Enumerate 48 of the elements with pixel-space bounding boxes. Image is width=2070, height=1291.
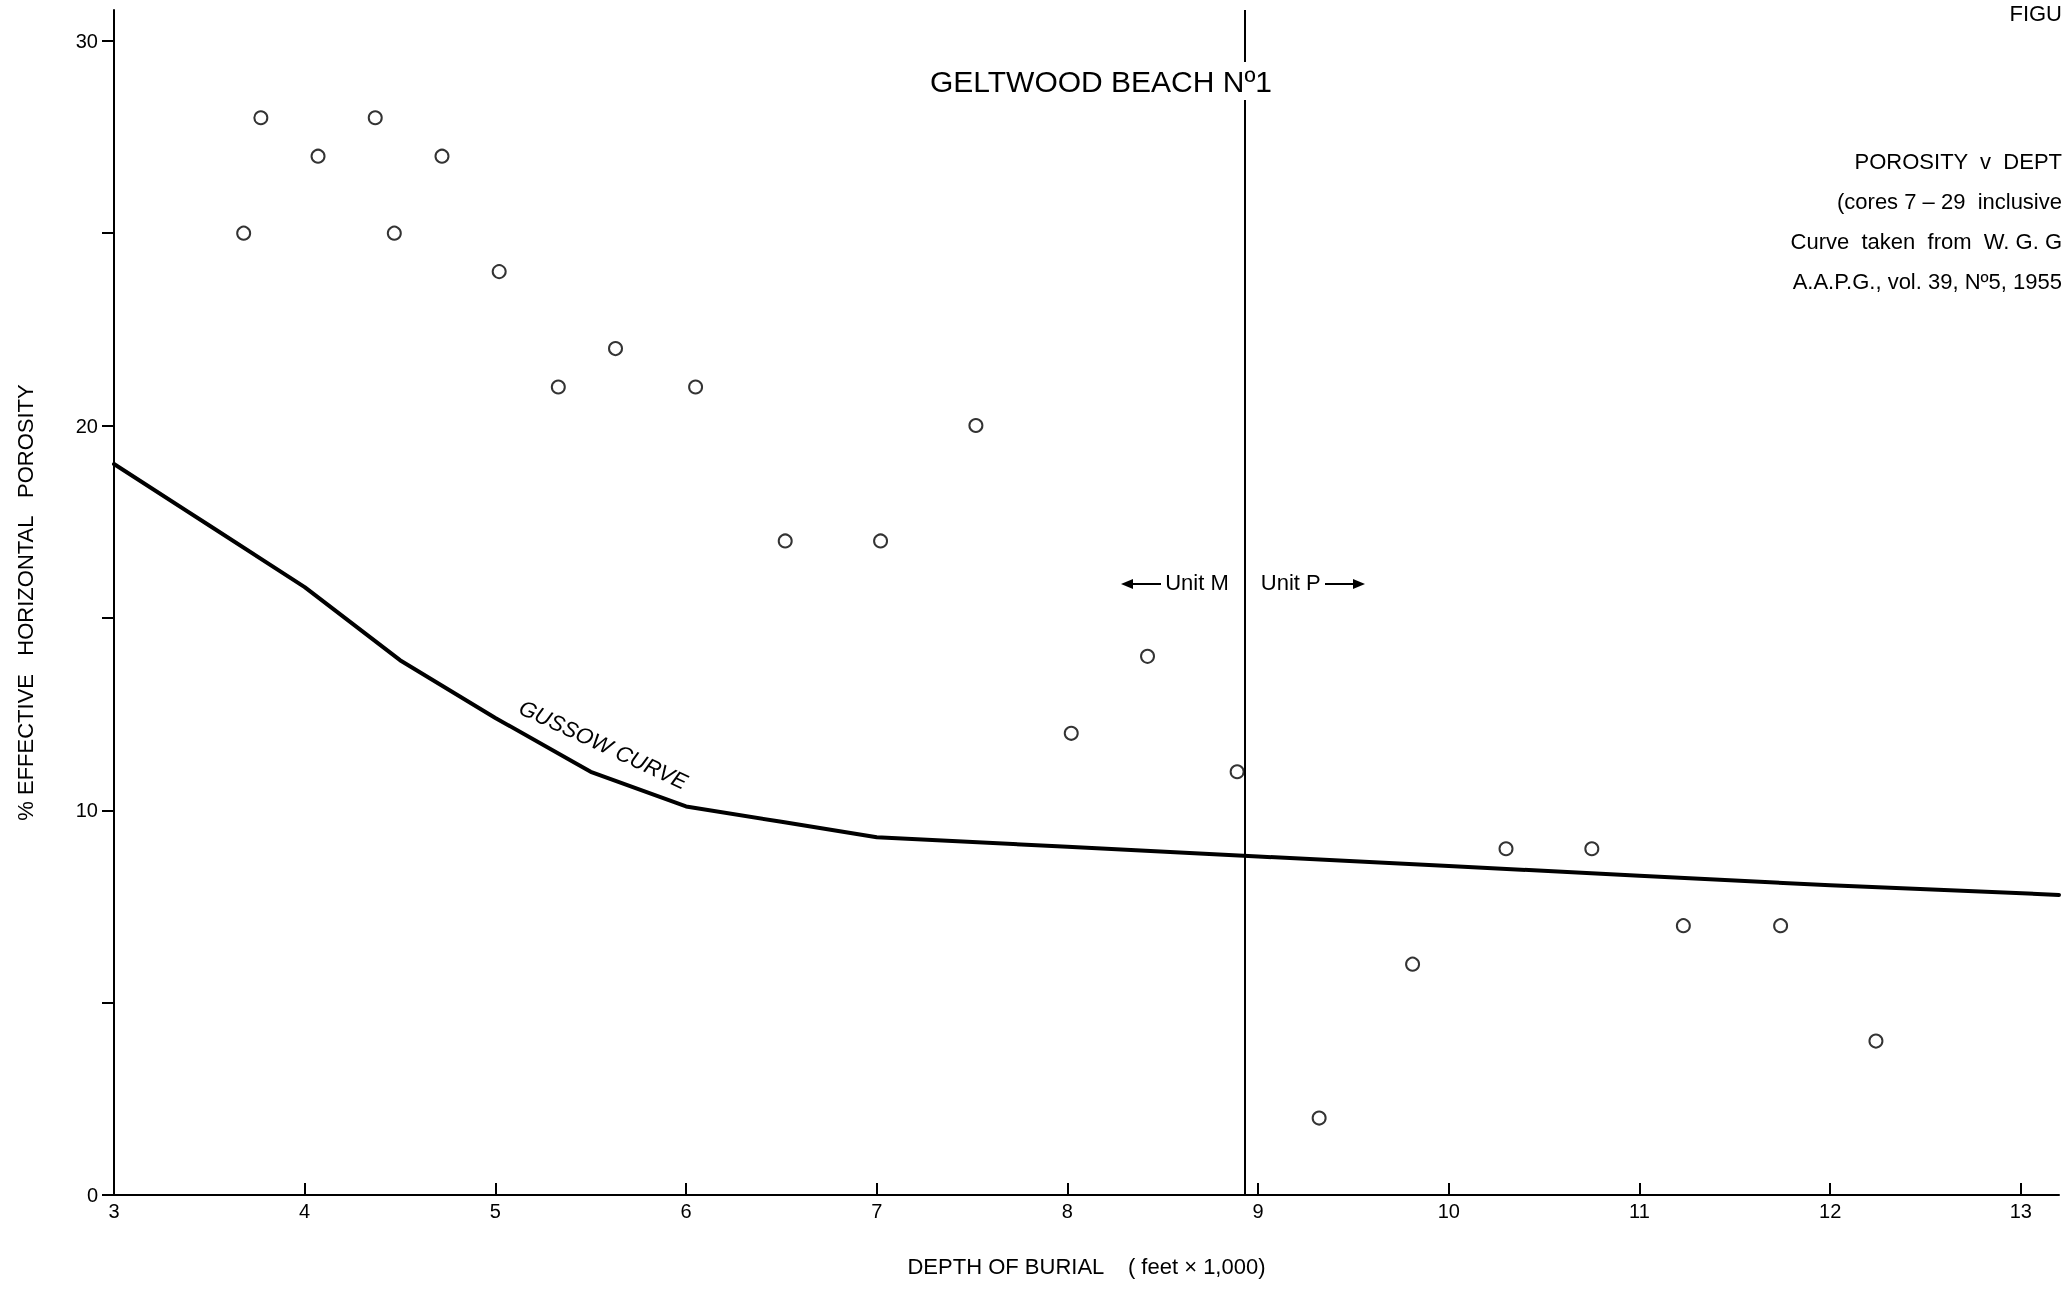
y-tick-label: 10 [75, 799, 98, 822]
point [1311, 1110, 1327, 1126]
annotation: POROSITY v DEPT [1854, 148, 2062, 174]
point [367, 110, 383, 126]
point [1405, 956, 1421, 972]
point [968, 418, 984, 434]
point [688, 379, 704, 395]
x-tick-label: 9 [1252, 1200, 1264, 1222]
y-tick-label: 20 [75, 414, 98, 437]
y-tick-label: 30 [75, 29, 98, 52]
point [310, 148, 326, 164]
point [1773, 918, 1789, 934]
point [1229, 764, 1245, 780]
point [386, 225, 402, 241]
y-tick-label: 0 [86, 1184, 98, 1206]
point [1063, 725, 1079, 741]
point [253, 110, 269, 126]
x-tick-label: 10 [1437, 1200, 1460, 1222]
point [1868, 1033, 1884, 1049]
x-tick-label: 13 [2009, 1200, 2032, 1222]
point [608, 341, 623, 357]
annotation: Unit P [1260, 569, 1321, 595]
point [434, 148, 450, 164]
point [1584, 841, 1600, 857]
point [491, 264, 507, 280]
point [550, 379, 566, 395]
point [236, 225, 252, 241]
x-tick-label: 5 [489, 1200, 501, 1222]
x-tick-label: 11 [1629, 1200, 1650, 1222]
point [777, 533, 793, 549]
point [873, 533, 889, 549]
x-tick-label: 12 [1819, 1200, 1842, 1222]
point [1498, 841, 1514, 857]
annotation: A.A.P.G., vol. 39, Nº5, 1955 [1792, 268, 2062, 294]
x-tick-label: 3 [108, 1200, 120, 1222]
x-tick-label: 7 [871, 1200, 883, 1222]
point [1140, 648, 1156, 664]
x-tick-label: 4 [299, 1200, 311, 1222]
annotation: FIGU [2009, 0, 2062, 26]
annotation: Curve taken from W. G. G [1790, 228, 2062, 254]
annotation: Unit M [1165, 569, 1229, 595]
text: GELTWOOD BEACH Nº1 [929, 64, 1273, 98]
y-axis-title: % EFFECTIVE HORIZONTAL POROSITY [12, 383, 38, 821]
x-tick-label: 6 [680, 1200, 692, 1222]
point [1675, 918, 1691, 934]
x-tick-label: 8 [1061, 1200, 1073, 1222]
x-axis-title: DEPTH OF BURIAL ( feet × 1,000) [907, 1253, 1266, 1279]
annotation: (cores 7 – 29 inclusive [1837, 188, 2062, 214]
